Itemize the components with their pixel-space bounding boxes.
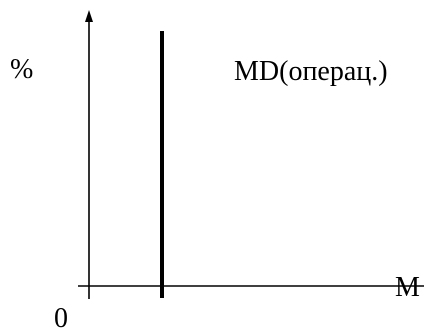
y-axis-arrowhead: [85, 10, 93, 22]
origin-label: 0: [54, 303, 68, 329]
x-axis-label: M: [395, 272, 420, 303]
y-axis-label: %: [10, 54, 33, 85]
series-label: MD(операц.): [234, 56, 388, 87]
